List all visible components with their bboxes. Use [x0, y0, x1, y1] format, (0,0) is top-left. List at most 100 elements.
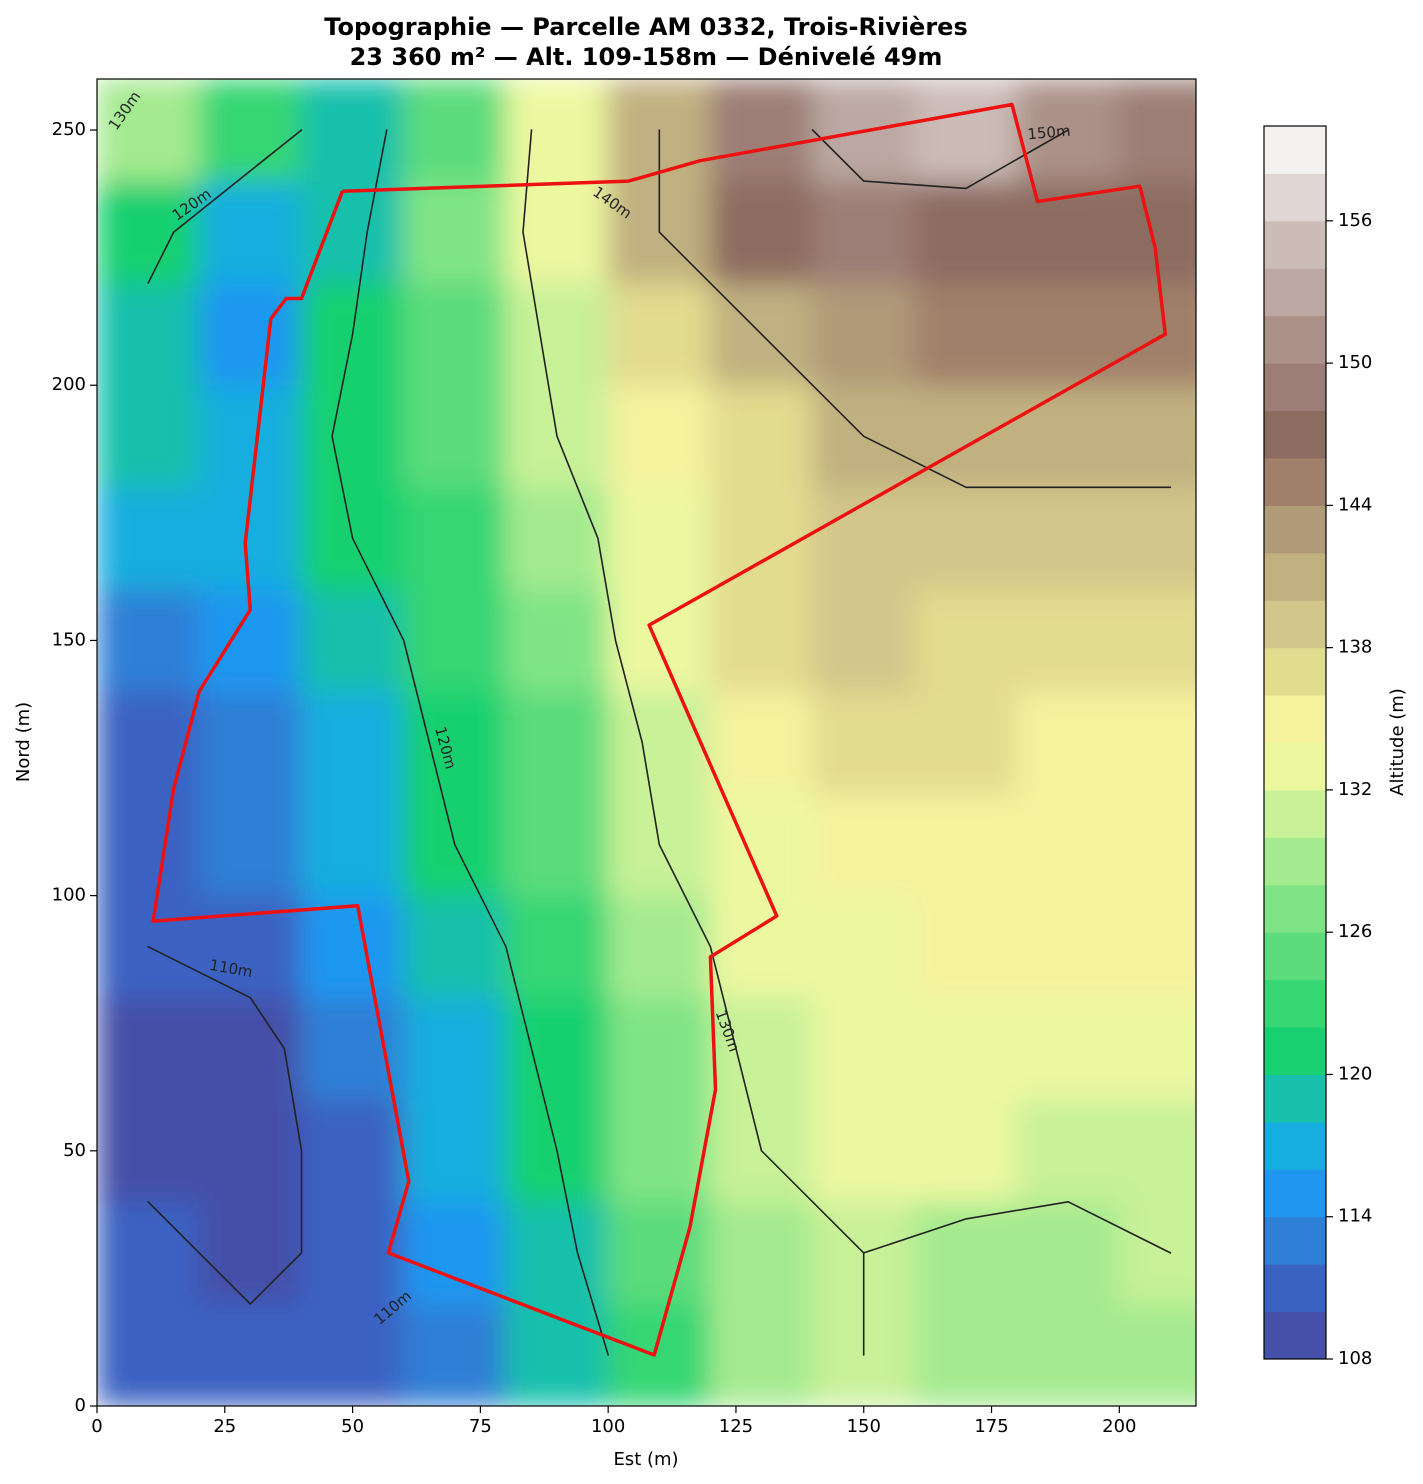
- colorbar-band: [1264, 1311, 1326, 1360]
- altitude-cell: [403, 997, 507, 1101]
- altitude-cell: [403, 1201, 507, 1305]
- altitude-cell: [505, 486, 609, 590]
- altitude-cell: [505, 79, 609, 182]
- altitude-cells: [97, 79, 1196, 1406]
- colorbar-band: [1264, 363, 1326, 412]
- y-tick-label: 200: [52, 374, 86, 395]
- altitude-cell: [198, 384, 302, 488]
- altitude-cell: [812, 793, 916, 897]
- altitude-cell: [1118, 1303, 1196, 1406]
- altitude-cell: [300, 997, 405, 1101]
- colorbar-band: [1264, 505, 1326, 554]
- y-tick-label: 150: [52, 629, 86, 650]
- altitude-cell: [97, 1303, 200, 1406]
- x-tick-label: 0: [91, 1416, 102, 1437]
- altitude-cell: [914, 793, 1018, 897]
- contour-lines: [147, 129, 1172, 1356]
- parcel-outline: [151, 102, 1168, 1357]
- altitude-cell: [403, 282, 507, 386]
- altitude-cell: [1118, 588, 1196, 692]
- altitude-cell: [300, 180, 405, 284]
- colorbar-band: [1264, 457, 1326, 506]
- filled-contours: [97, 79, 1196, 1406]
- altitude-cell: [198, 997, 302, 1101]
- colorbar-band: [1264, 837, 1326, 886]
- colorbar-band: [1264, 932, 1326, 981]
- colorbar-band: [1264, 1264, 1326, 1313]
- altitude-cell: [1118, 690, 1196, 795]
- x-tick-label: 50: [341, 1416, 364, 1437]
- colorbar-tick-label: 144: [1338, 494, 1372, 515]
- altitude-cell: [914, 588, 1018, 692]
- altitude-cell: [1016, 588, 1120, 692]
- colorbar-band: [1264, 1074, 1326, 1123]
- altitude-cell: [1118, 1201, 1196, 1305]
- contour-line: [147, 129, 609, 1356]
- altitude-cell: [198, 1099, 302, 1203]
- y-tick-label: 250: [52, 119, 86, 140]
- altitude-cell: [914, 1201, 1018, 1305]
- altitude-cell: [607, 588, 711, 692]
- altitude-cell: [198, 180, 302, 284]
- colorbar-frame: [1263, 125, 1327, 1360]
- altitude-cell: [607, 486, 711, 590]
- altitude-cell: [505, 1303, 609, 1406]
- altitude-cell: [403, 79, 507, 182]
- altitude-cell: [914, 895, 1018, 999]
- altitude-cell: [1016, 384, 1120, 488]
- altitude-cell: [97, 180, 200, 284]
- altitude-cell: [97, 384, 200, 488]
- colorbar-band: [1264, 742, 1326, 791]
- colorbar-band: [1264, 1121, 1326, 1170]
- plot-frame: [96, 78, 1197, 1407]
- altitude-cell: [97, 282, 200, 386]
- altitude-cell: [709, 384, 814, 488]
- altitude-cell: [300, 793, 405, 897]
- altitude-cell: [198, 690, 302, 795]
- altitude-cell: [403, 588, 507, 692]
- colorbar-tick-label: 114: [1338, 1206, 1372, 1227]
- colorbar-tick-label: 132: [1338, 779, 1372, 800]
- altitude-cell: [812, 180, 916, 284]
- altitude-cell: [1016, 486, 1120, 590]
- contour-line: [147, 945, 303, 1305]
- colorbar-tick-label: 120: [1338, 1063, 1372, 1084]
- x-tick-label: 75: [469, 1416, 492, 1437]
- x-tick-label: 150: [847, 1416, 881, 1437]
- altitude-cell: [812, 690, 916, 795]
- colorbar-band: [1264, 1169, 1326, 1218]
- colorbar-tick-label: 126: [1338, 921, 1372, 942]
- altitude-cell: [1016, 793, 1120, 897]
- colorbar-band: [1264, 1027, 1326, 1075]
- colorbar-tick-label: 156: [1338, 210, 1372, 231]
- altitude-cell: [1016, 997, 1120, 1101]
- altitude-cell: [1118, 793, 1196, 897]
- altitude-cell: [198, 793, 302, 897]
- colorbar-band: [1264, 647, 1326, 696]
- contour-line: [811, 129, 1069, 190]
- altitude-cell: [505, 282, 609, 386]
- altitude-cell: [914, 384, 1018, 488]
- altitude-cell: [709, 690, 814, 795]
- colorbar-tick-label: 108: [1338, 1348, 1372, 1369]
- altitude-cell: [607, 690, 711, 795]
- altitude-cell: [1118, 997, 1196, 1101]
- altitude-cell: [812, 997, 916, 1101]
- altitude-cell: [505, 690, 609, 795]
- x-tick-label: 25: [213, 1416, 236, 1437]
- altitude-cell: [1016, 895, 1120, 999]
- altitude-cell: [97, 486, 200, 590]
- altitude-cell: [1016, 690, 1120, 795]
- altitude-cell: [97, 588, 200, 692]
- colorbar-band: [1264, 315, 1326, 364]
- altitude-cell: [1118, 1099, 1196, 1203]
- altitude-cell: [403, 690, 507, 795]
- altitude-cell: [709, 1201, 814, 1305]
- colorbar-band: [1264, 979, 1326, 1028]
- altitude-cell: [914, 1303, 1018, 1406]
- colorbar-band: [1264, 173, 1326, 222]
- contour-line: [522, 129, 1172, 1356]
- altitude-cell: [709, 79, 814, 182]
- altitude-cell: [505, 997, 609, 1101]
- colorbar-band: [1264, 268, 1326, 317]
